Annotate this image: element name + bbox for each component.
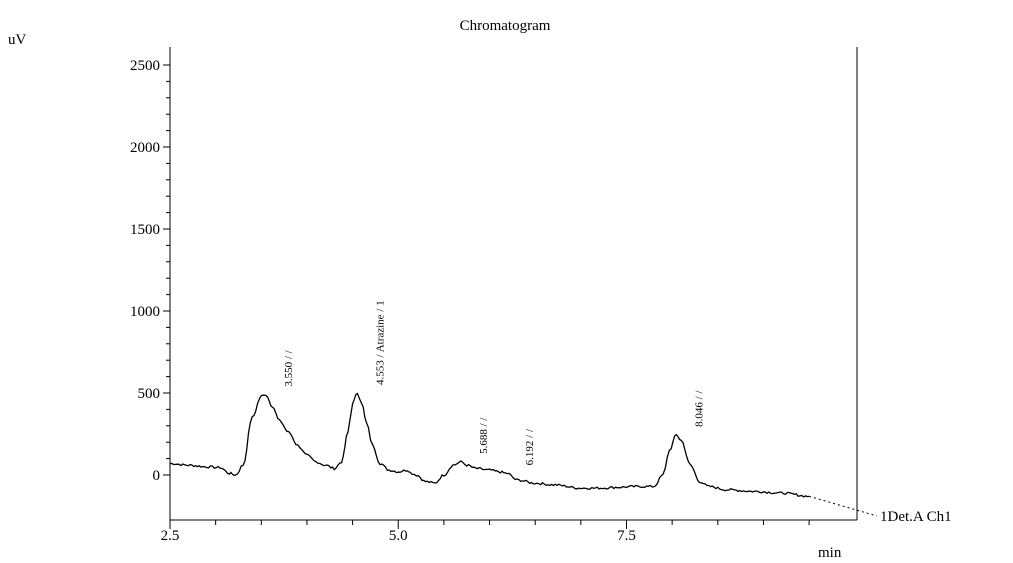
- peak-label: 3.550 / /: [283, 349, 295, 386]
- series-tail-dashed: [808, 495, 878, 517]
- y-tick-label: 0: [153, 468, 161, 484]
- y-tick-label: 500: [138, 386, 161, 402]
- y-axis-label: uV: [8, 32, 27, 48]
- y-tick-label: 1500: [130, 222, 160, 238]
- peak-label: 6.192 / /: [524, 428, 536, 465]
- y-tick-label: 2000: [130, 140, 160, 156]
- x-tick-label: 7.5: [617, 528, 636, 544]
- chart-title: Chromatogram: [460, 18, 551, 34]
- peak-label: 8.046 / /: [693, 390, 705, 427]
- x-axis-label: min: [818, 545, 842, 561]
- y-axis-ticks: 0 500 1000 1500 2000 2500: [130, 58, 170, 484]
- x-tick-label: 5.0: [389, 528, 408, 544]
- y-tick-label: 1000: [130, 304, 160, 320]
- series-label: 1Det.A Ch1: [880, 509, 952, 525]
- series-line-1det-a-ch1: [169, 392, 810, 498]
- peak-labels: 3.550 / / 4.553 / Atrazine / 1 5.688 / / 6.…: [283, 300, 705, 465]
- x-axis-ticks: 2.5 5.0 7.5: [161, 520, 810, 544]
- x-tick-label: 2.5: [161, 528, 180, 544]
- y-tick-label: 2500: [130, 58, 160, 74]
- peak-label: 4.553 / Atrazine / 1: [374, 300, 386, 385]
- peak-label: 5.688 / /: [478, 417, 490, 454]
